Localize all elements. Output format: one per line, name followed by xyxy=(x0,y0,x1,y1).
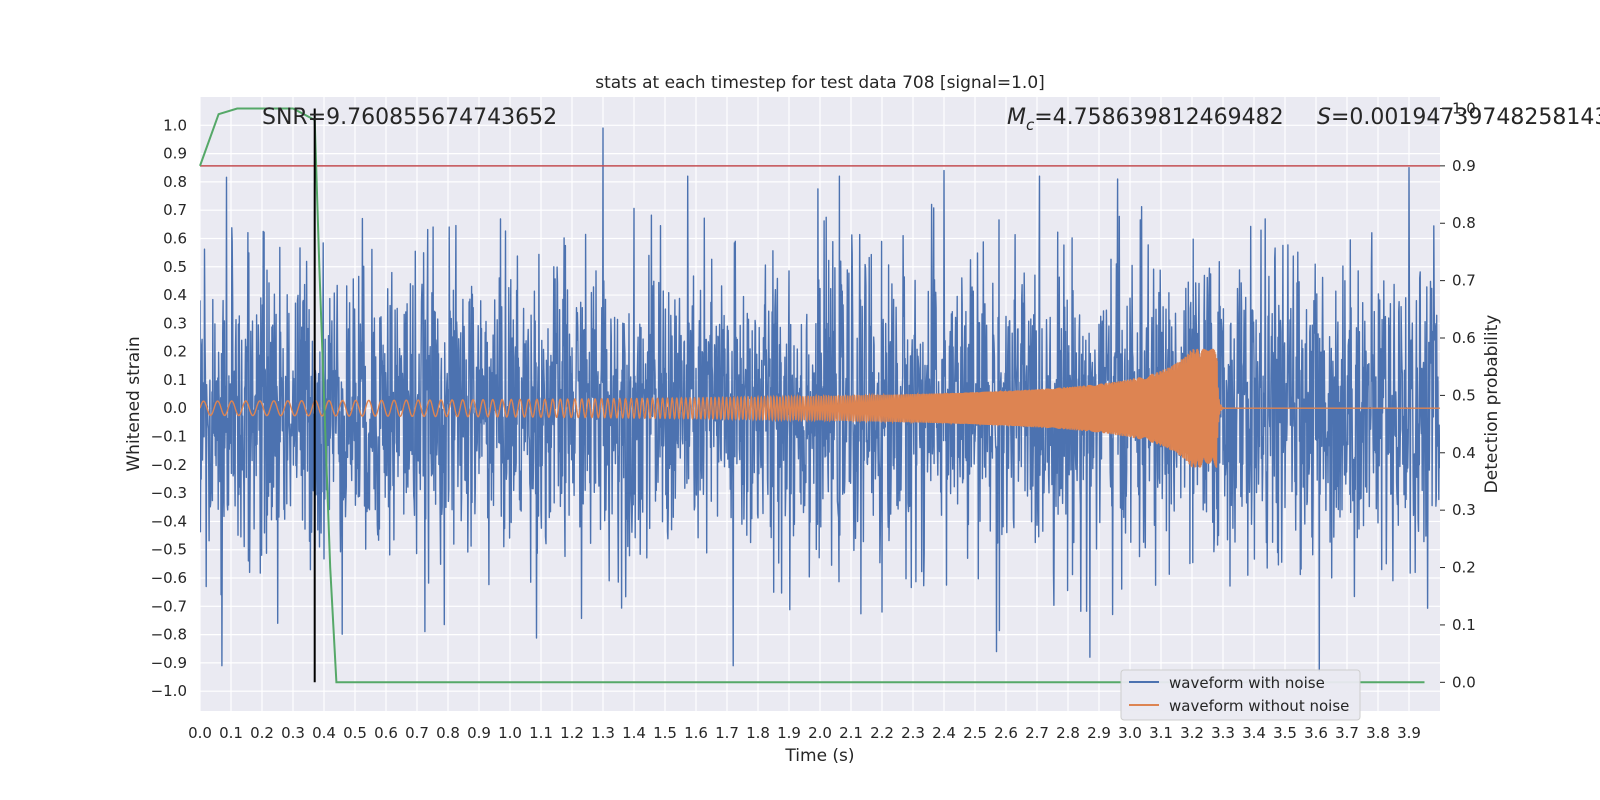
x-tick-label: 2.4 xyxy=(932,724,956,742)
x-tick-label: 1.8 xyxy=(746,724,770,742)
y-tick-label: 1.0 xyxy=(163,116,187,134)
x-tick-label: 0.5 xyxy=(343,724,367,742)
x-tick-label: 2.7 xyxy=(1025,724,1049,742)
y-tick-label: 0.2 xyxy=(163,343,187,361)
x-tick-label: 2.9 xyxy=(1087,724,1111,742)
y2-ticks: 0.0 0.1 0.2 0.3 0.4 0.5 0.6 0.7 0.8 0.9 1.0 xyxy=(1440,99,1476,691)
y-tick-label: −0.9 xyxy=(151,654,187,672)
chart-title: stats at each timestep for test data 708… xyxy=(595,73,1045,93)
score-annotation: S=0.0019473974825814364 xyxy=(1317,105,1600,130)
x-tick-label: 3.4 xyxy=(1242,724,1266,742)
chirp-mass-annotation: Mc=4.758639812469482 xyxy=(1007,105,1284,134)
x-tick-label: 1.1 xyxy=(529,724,553,742)
x-tick-label: 2.1 xyxy=(839,724,863,742)
y2-tick-label: 1.0 xyxy=(1452,99,1476,117)
y2-tick-label: 0.3 xyxy=(1452,501,1476,519)
y-tick-label: 0.5 xyxy=(163,258,187,276)
x-tick-label: 1.2 xyxy=(560,724,584,742)
x-tick-label: 1.9 xyxy=(777,724,801,742)
x-tick-label: 3.5 xyxy=(1273,724,1297,742)
y2-axis-label: Detection probability xyxy=(1482,315,1502,494)
x-tick-label: 0.8 xyxy=(436,724,460,742)
y2-tick-label: 0.5 xyxy=(1452,386,1476,404)
x-tick-label: 1.6 xyxy=(684,724,708,742)
score-symbol: S xyxy=(1317,105,1331,130)
x-tick-label: 2.3 xyxy=(901,724,925,742)
snr-annotation: SNR=9.760855674743652 xyxy=(262,105,557,130)
x-tick-label: 3.7 xyxy=(1335,724,1359,742)
y2-tick-label: 0.1 xyxy=(1452,616,1476,634)
x-tick-label: 3.9 xyxy=(1397,724,1421,742)
y2-tick-label: 0.0 xyxy=(1452,673,1476,691)
legend: waveform with noise waveform without noi… xyxy=(1120,669,1361,721)
legend-frame xyxy=(1120,669,1361,721)
series-line-noisy xyxy=(200,127,1440,673)
x-ticks: 0.0 0.1 0.2 0.3 0.4 0.5 0.6 0.7 0.8 0.9 1.0 1.1 1.2 1… xyxy=(188,724,1421,742)
x-tick-label: 0.7 xyxy=(405,724,429,742)
y-tick-label: 0.4 xyxy=(163,286,187,304)
x-tick-label: 3.0 xyxy=(1118,724,1142,742)
y2-tick-label: 0.6 xyxy=(1452,329,1476,347)
y-tick-label: 0.0 xyxy=(163,399,187,417)
x-tick-label: 0.4 xyxy=(312,724,336,742)
y-tick-label: 0.1 xyxy=(163,371,187,389)
y-tick-label: 0.8 xyxy=(163,173,187,191)
legend-label-noise: waveform with noise xyxy=(1169,674,1325,692)
y-tick-label: −0.3 xyxy=(151,484,187,502)
y2-tick-label: 0.2 xyxy=(1452,559,1476,577)
x-tick-label: 1.7 xyxy=(715,724,739,742)
x-tick-label: 1.3 xyxy=(591,724,615,742)
y-tick-label: 0.3 xyxy=(163,314,187,332)
chirp-mass-symbol: M xyxy=(1007,105,1026,130)
x-tick-label: 3.1 xyxy=(1149,724,1173,742)
y-tick-label: −0.8 xyxy=(151,626,187,644)
y-tick-label: −0.6 xyxy=(151,569,187,587)
y-tick-label: −0.2 xyxy=(151,456,187,474)
series-layer xyxy=(200,127,1440,673)
x-tick-label: 0.0 xyxy=(188,724,212,742)
x-tick-label: 0.9 xyxy=(467,724,491,742)
y2-tick-label: 0.8 xyxy=(1452,214,1476,232)
x-tick-label: 0.1 xyxy=(219,724,243,742)
x-tick-label: 3.2 xyxy=(1180,724,1204,742)
x-tick-label: 1.5 xyxy=(653,724,677,742)
chirp-mass-value: =4.758639812469482 xyxy=(1034,105,1283,130)
y-tick-label: −1.0 xyxy=(151,682,187,700)
y2-tick-label: 0.4 xyxy=(1452,444,1476,462)
series-line-probability xyxy=(199,107,1425,684)
x-tick-label: 3.3 xyxy=(1211,724,1235,742)
overlay-layer xyxy=(199,107,1440,684)
y-tick-label: −0.5 xyxy=(151,541,187,559)
y-axis-label: Whitened strain xyxy=(124,336,144,471)
y-ticks: −1.0 −0.9 −0.8 −0.7 −0.6 −0.5 −0.4 −0.3 −0.2 −0.1… xyxy=(151,116,187,700)
y-tick-label: 0.6 xyxy=(163,229,187,247)
x-tick-label: 1.0 xyxy=(498,724,522,742)
y-tick-label: 0.9 xyxy=(163,145,187,163)
x-tick-label: 2.6 xyxy=(994,724,1018,742)
x-tick-label: 1.4 xyxy=(622,724,646,742)
legend-label-clean: waveform without noise xyxy=(1169,697,1349,715)
y2-tick-label: 0.9 xyxy=(1452,157,1476,175)
x-tick-label: 2.5 xyxy=(963,724,987,742)
score-value: =0.0019473974825814364 xyxy=(1331,105,1600,130)
x-tick-label: 0.2 xyxy=(250,724,274,742)
x-tick-label: 3.6 xyxy=(1304,724,1328,742)
y-tick-label: −0.4 xyxy=(151,512,187,530)
x-tick-label: 3.8 xyxy=(1366,724,1390,742)
x-tick-label: 2.0 xyxy=(808,724,832,742)
x-tick-label: 2.8 xyxy=(1056,724,1080,742)
series-line-clean xyxy=(200,348,1440,468)
x-tick-label: 2.2 xyxy=(870,724,894,742)
y2-tick-label: 0.7 xyxy=(1452,272,1476,290)
y-tick-label: −0.7 xyxy=(151,597,187,615)
y-tick-label: 0.7 xyxy=(163,201,187,219)
x-tick-label: 0.6 xyxy=(374,724,398,742)
y-tick-label: −0.1 xyxy=(151,428,187,446)
chirp-mass-subscript: c xyxy=(1026,116,1035,134)
x-tick-label: 0.3 xyxy=(281,724,305,742)
x-axis-label: Time (s) xyxy=(784,746,854,766)
